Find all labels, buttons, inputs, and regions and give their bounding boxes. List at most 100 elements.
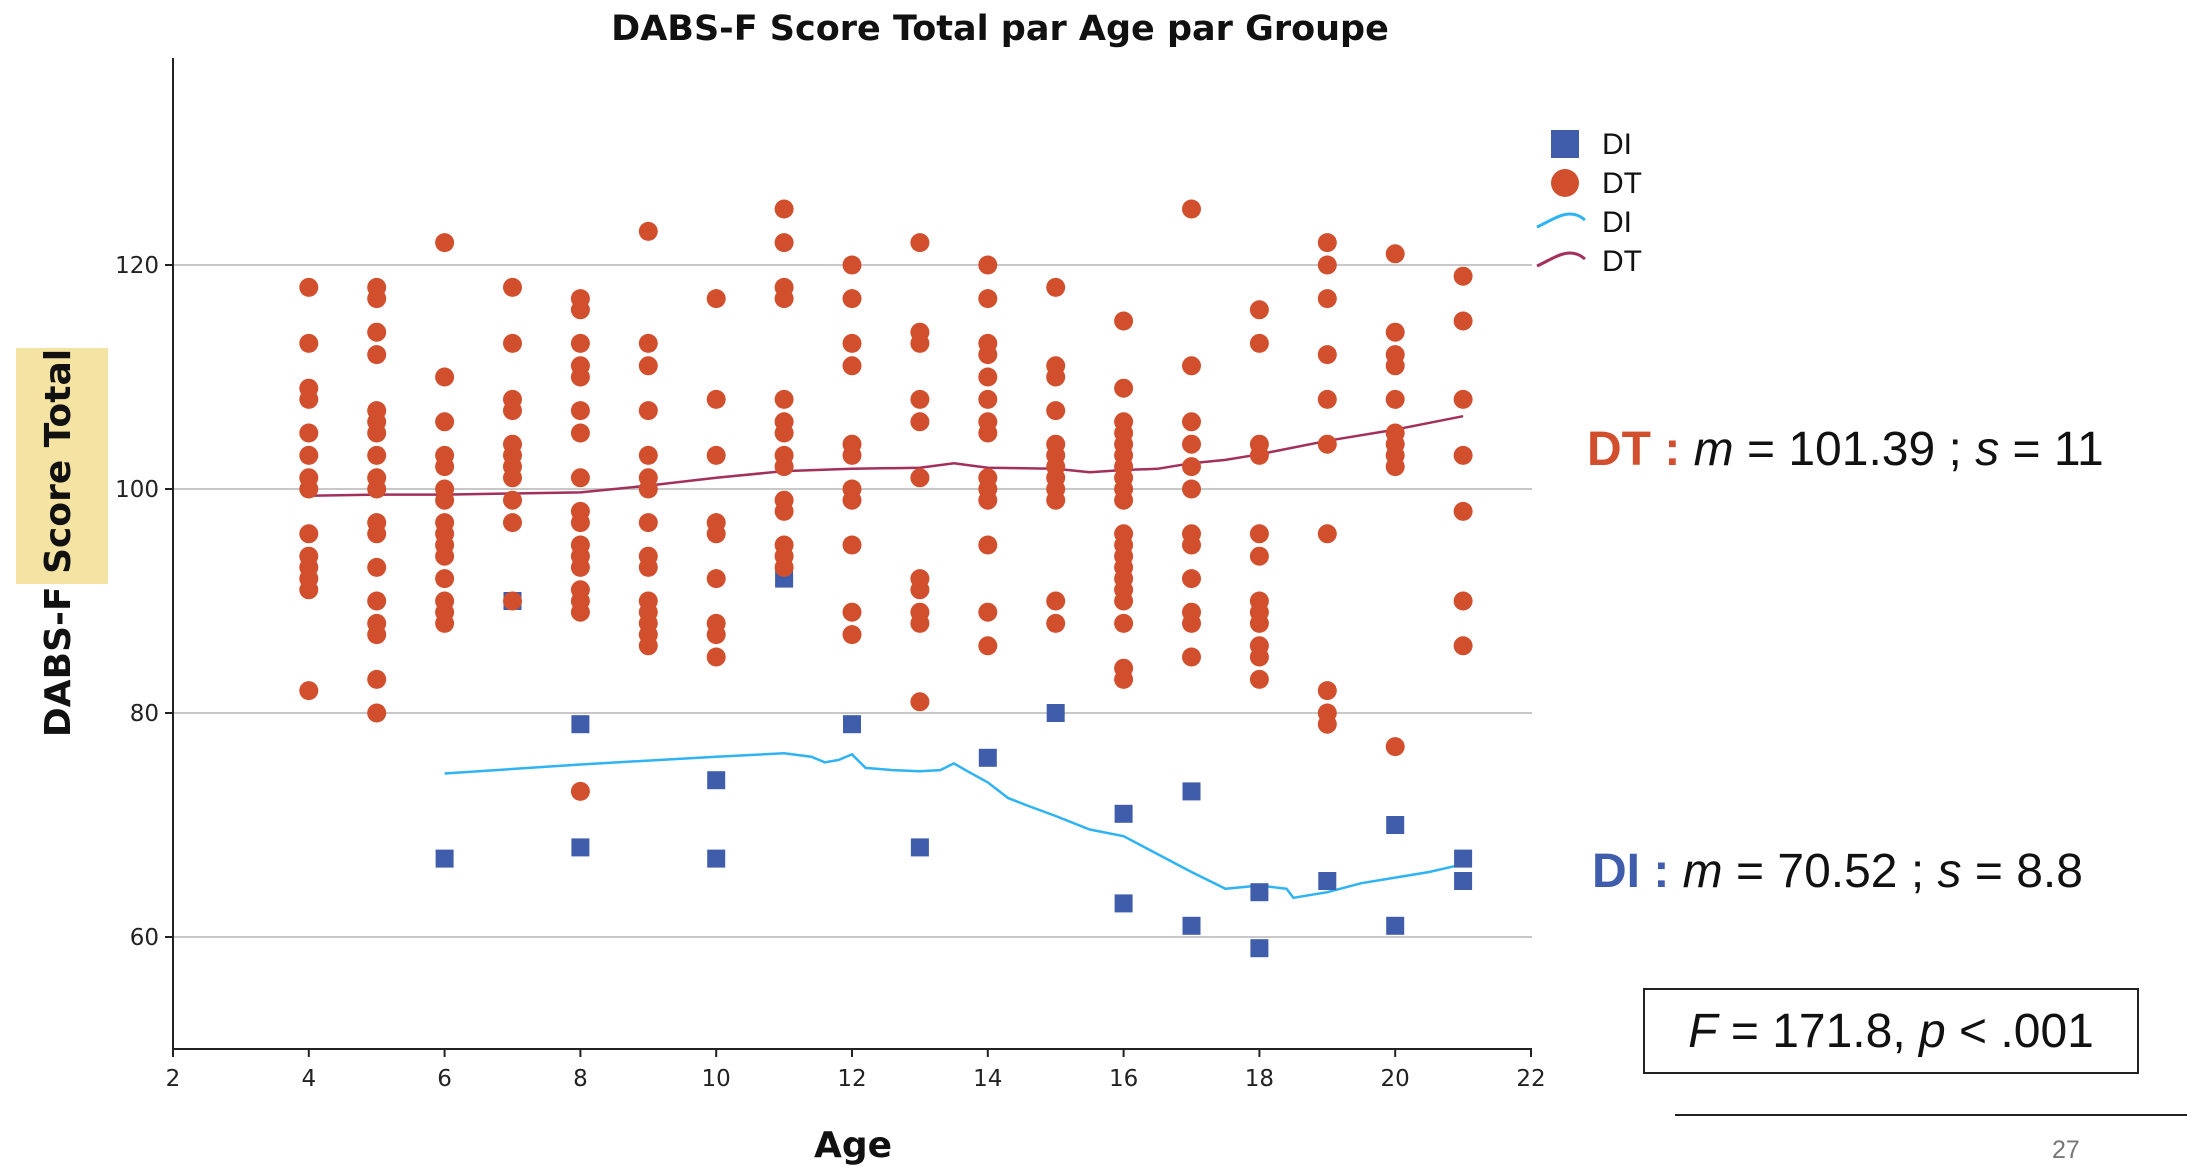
point-dt bbox=[1114, 378, 1134, 398]
point-dt bbox=[638, 636, 658, 656]
point-dt bbox=[503, 490, 522, 510]
point-dt bbox=[978, 389, 998, 409]
point-dt bbox=[299, 580, 319, 600]
footer-rule bbox=[1675, 1114, 2187, 1116]
legend-marker-dt bbox=[1551, 169, 1579, 197]
point-dt bbox=[910, 580, 930, 600]
point-dt bbox=[299, 389, 319, 409]
point-dt bbox=[299, 479, 319, 499]
point-dt bbox=[978, 367, 998, 387]
y-tick-label: 100 bbox=[115, 477, 159, 503]
point-dt bbox=[1385, 389, 1405, 409]
dt-stats-m-value: = 101.39 ; bbox=[1746, 423, 1962, 476]
point-dt bbox=[1453, 445, 1473, 465]
point-dt bbox=[774, 289, 794, 309]
point-dt bbox=[1114, 490, 1134, 510]
point-dt bbox=[1182, 569, 1201, 589]
point-dt bbox=[1317, 255, 1337, 275]
point-dt bbox=[299, 445, 319, 465]
point-dt bbox=[435, 613, 455, 633]
point-dt bbox=[1182, 613, 1201, 633]
x-tick-label: 20 bbox=[1381, 1066, 1410, 1092]
point-dt bbox=[367, 479, 387, 499]
point-dt bbox=[1453, 591, 1473, 611]
di-stats-s-label: s bbox=[1937, 845, 1962, 898]
point-dt bbox=[1249, 613, 1269, 633]
point-dt bbox=[638, 401, 658, 421]
point-dt bbox=[638, 445, 658, 465]
f-test-p-value: < .001 bbox=[1959, 1004, 2094, 1058]
point-dt bbox=[706, 625, 726, 645]
point-dt bbox=[638, 221, 658, 241]
point-di bbox=[1114, 894, 1133, 913]
point-dt bbox=[570, 602, 590, 622]
point-dt bbox=[706, 524, 726, 544]
f-test-p-label: p bbox=[1919, 1004, 1946, 1058]
point-dt bbox=[774, 233, 794, 253]
point-dt bbox=[1385, 356, 1405, 376]
point-dt bbox=[842, 490, 862, 510]
point-dt bbox=[1046, 490, 1066, 510]
point-dt bbox=[1182, 199, 1201, 219]
point-dt bbox=[1182, 647, 1201, 667]
di-stats: DI : m = 70.52 ; s = 8.8 bbox=[1592, 844, 2083, 899]
point-dt bbox=[1114, 613, 1134, 633]
point-dt bbox=[503, 591, 522, 611]
point-dt bbox=[570, 781, 590, 801]
point-dt bbox=[1114, 311, 1134, 331]
x-tick-label: 10 bbox=[702, 1066, 731, 1092]
data-points bbox=[299, 199, 1473, 958]
point-dt bbox=[1046, 367, 1066, 387]
point-dt bbox=[842, 255, 862, 275]
dt-stats-s-value: = 11 bbox=[2012, 423, 2104, 476]
point-dt bbox=[774, 501, 794, 521]
point-dt bbox=[1385, 322, 1405, 342]
point-dt bbox=[367, 423, 387, 443]
dt-stats-s-label: s bbox=[1975, 423, 2000, 476]
point-dt bbox=[1182, 457, 1201, 477]
legend-label-di: DI bbox=[1602, 206, 1632, 239]
point-dt bbox=[570, 300, 590, 320]
point-dt bbox=[706, 647, 726, 667]
point-dt bbox=[978, 490, 998, 510]
f-test-f-label: F bbox=[1688, 1004, 1718, 1058]
legend-line-dt bbox=[1536, 251, 1586, 268]
point-di bbox=[1046, 704, 1065, 722]
point-dt bbox=[1385, 737, 1405, 757]
legend: DI DT DI DT bbox=[1536, 128, 1642, 278]
point-dt bbox=[435, 490, 455, 510]
point-dt bbox=[1453, 501, 1473, 521]
legend-label-di: DI bbox=[1602, 128, 1632, 161]
y-tick-label: 60 bbox=[130, 925, 159, 951]
point-dt bbox=[638, 356, 658, 376]
point-dt bbox=[978, 345, 998, 365]
point-dt bbox=[1317, 389, 1337, 409]
point-dt bbox=[570, 333, 590, 353]
legend-line-di bbox=[1536, 212, 1586, 229]
point-dt bbox=[503, 277, 522, 297]
point-dt bbox=[978, 289, 998, 309]
point-dt bbox=[1453, 389, 1473, 409]
point-dt bbox=[570, 513, 590, 533]
chart-title: DABS-F Score Total par Age par Groupe bbox=[611, 9, 1389, 49]
point-dt bbox=[910, 613, 930, 633]
x-axis-title: Age bbox=[814, 1125, 892, 1166]
point-di bbox=[1250, 883, 1269, 902]
dt-stats-sep: : bbox=[1650, 423, 1681, 476]
point-dt bbox=[706, 389, 726, 409]
point-dt bbox=[570, 367, 590, 387]
point-dt bbox=[367, 591, 387, 611]
point-dt bbox=[367, 703, 387, 723]
point-dt bbox=[978, 423, 998, 443]
point-di bbox=[435, 849, 454, 868]
point-dt bbox=[1317, 681, 1337, 701]
point-di bbox=[978, 748, 997, 767]
point-dt bbox=[435, 367, 455, 387]
point-dt bbox=[1182, 479, 1201, 499]
di-stats-sep: : bbox=[1640, 845, 1670, 898]
point-dt bbox=[1385, 244, 1405, 264]
point-dt bbox=[774, 557, 794, 577]
di-stats-m-label: m bbox=[1682, 845, 1723, 898]
point-dt bbox=[774, 199, 794, 219]
